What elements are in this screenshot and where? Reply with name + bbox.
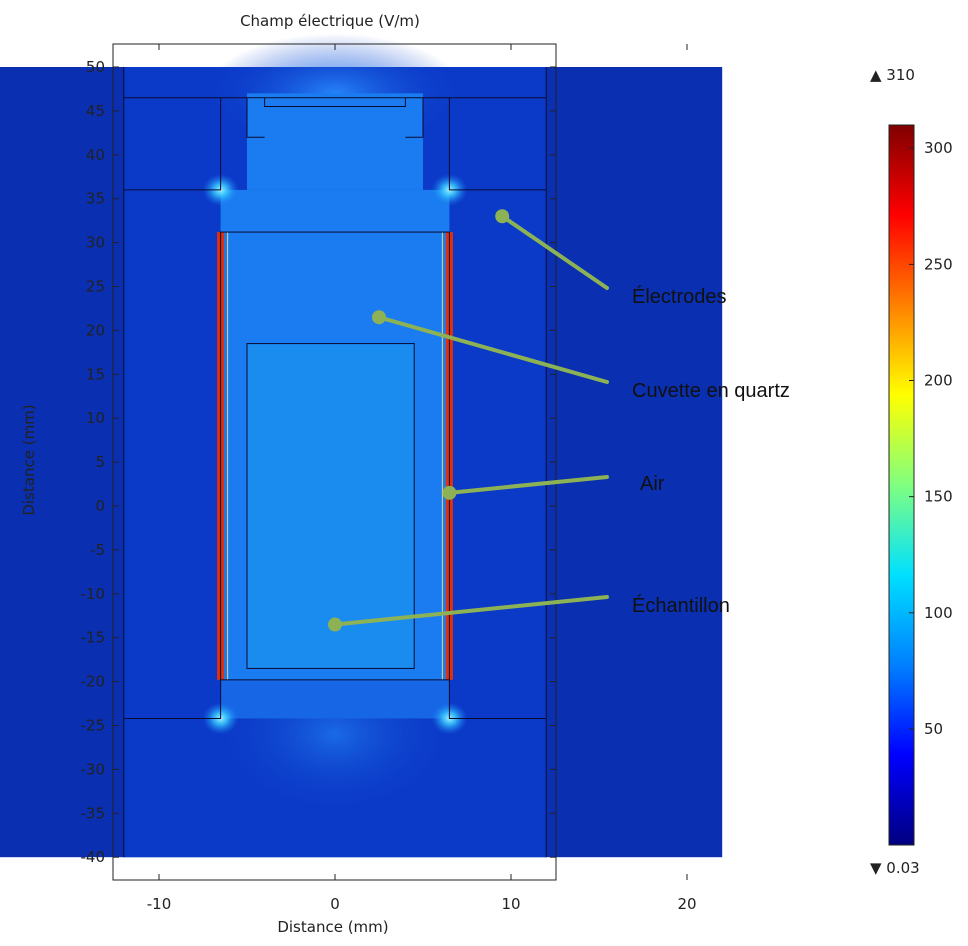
callout-line: [500, 214, 609, 290]
upper-slot: [247, 93, 423, 190]
colorbar-tick-label: 200: [924, 372, 953, 390]
x-axis-label: Distance (mm): [277, 918, 388, 936]
callout-label: Cuvette en quartz: [632, 380, 790, 402]
callout-line: [377, 315, 609, 384]
y-axis-label: Distance (mm): [20, 404, 38, 515]
colorbar-tick-label: 300: [924, 139, 953, 157]
colorbar-max-label: ▲ 310: [870, 66, 915, 84]
callout-line: [447, 475, 609, 495]
x-tick-label: -10: [147, 895, 172, 913]
annotations: Électrodes Cuvette en quartz Air Échantillo…: [328, 209, 790, 632]
colorbar-min-label: ▼ 0.03: [870, 859, 920, 877]
colorbar-tick-label: 100: [924, 604, 953, 622]
y-tick-label: -40: [81, 848, 106, 866]
callout-line: [333, 595, 609, 627]
sample-region: [247, 343, 415, 669]
upper-cavity: [220, 189, 450, 234]
y-tick-label: 5: [95, 453, 105, 471]
y-tick-label: 20: [86, 321, 105, 339]
sample-outline: [246, 343, 415, 669]
y-tick-label: 0: [95, 497, 105, 515]
y-tick-label: 40: [86, 146, 105, 164]
field-map: [0, 33, 723, 858]
callout-dot: [328, 617, 342, 632]
y-tick-label: 10: [86, 409, 105, 427]
upper-slot-outline: [264, 97, 406, 108]
colorbar-gradient: [888, 124, 915, 846]
upper-right-notch: [405, 97, 424, 138]
upper-left-step: [123, 97, 222, 191]
lower-left-step: [123, 679, 222, 719]
lower-cavity: [220, 679, 450, 719]
colorbar-tick-label: 150: [924, 488, 953, 506]
x-tick-label: 20: [677, 895, 696, 913]
y-tick-label: 30: [86, 234, 105, 252]
callout-label: Électrodes: [632, 285, 727, 308]
callout-label: Air: [640, 473, 665, 495]
y-tick-label: -25: [81, 717, 106, 735]
chart-title: Champ électrique (V/m): [240, 12, 420, 30]
y-tick-label: 45: [86, 102, 105, 120]
y-tick-label: -10: [81, 585, 106, 603]
cuvette-outline: [220, 231, 450, 681]
callout-dot: [495, 209, 510, 224]
y-tick-label: 50: [86, 58, 105, 76]
y-tick-label: -20: [81, 673, 106, 691]
callout-dot: [372, 310, 386, 325]
colorbar-tick-label: 50: [924, 720, 943, 738]
y-tick-label: 35: [86, 190, 105, 208]
y-tick-label: -30: [81, 760, 106, 778]
x-tick-label: 10: [501, 895, 520, 913]
lower-right-step: [448, 679, 547, 719]
y-tick-label: -15: [81, 629, 106, 647]
y-tick-label: 25: [86, 278, 105, 296]
upper-right-step: [448, 97, 547, 191]
plot-axes: 50454035302520151050-5-10-15-20-25-30-35…: [81, 43, 697, 913]
colorbar: 300 250 200 150 100 50 ▲ 310 ▼ 0.03: [870, 66, 953, 877]
x-tick-label: 0: [330, 895, 340, 913]
callout-label: Échantillon: [632, 594, 730, 617]
colorbar-tick-label: 250: [924, 255, 953, 273]
callout-dot: [442, 485, 457, 500]
upper-left-notch: [246, 97, 265, 138]
y-tick-label: 15: [86, 365, 105, 383]
y-tick-label: -35: [81, 804, 106, 822]
y-tick-label: -5: [90, 541, 105, 559]
